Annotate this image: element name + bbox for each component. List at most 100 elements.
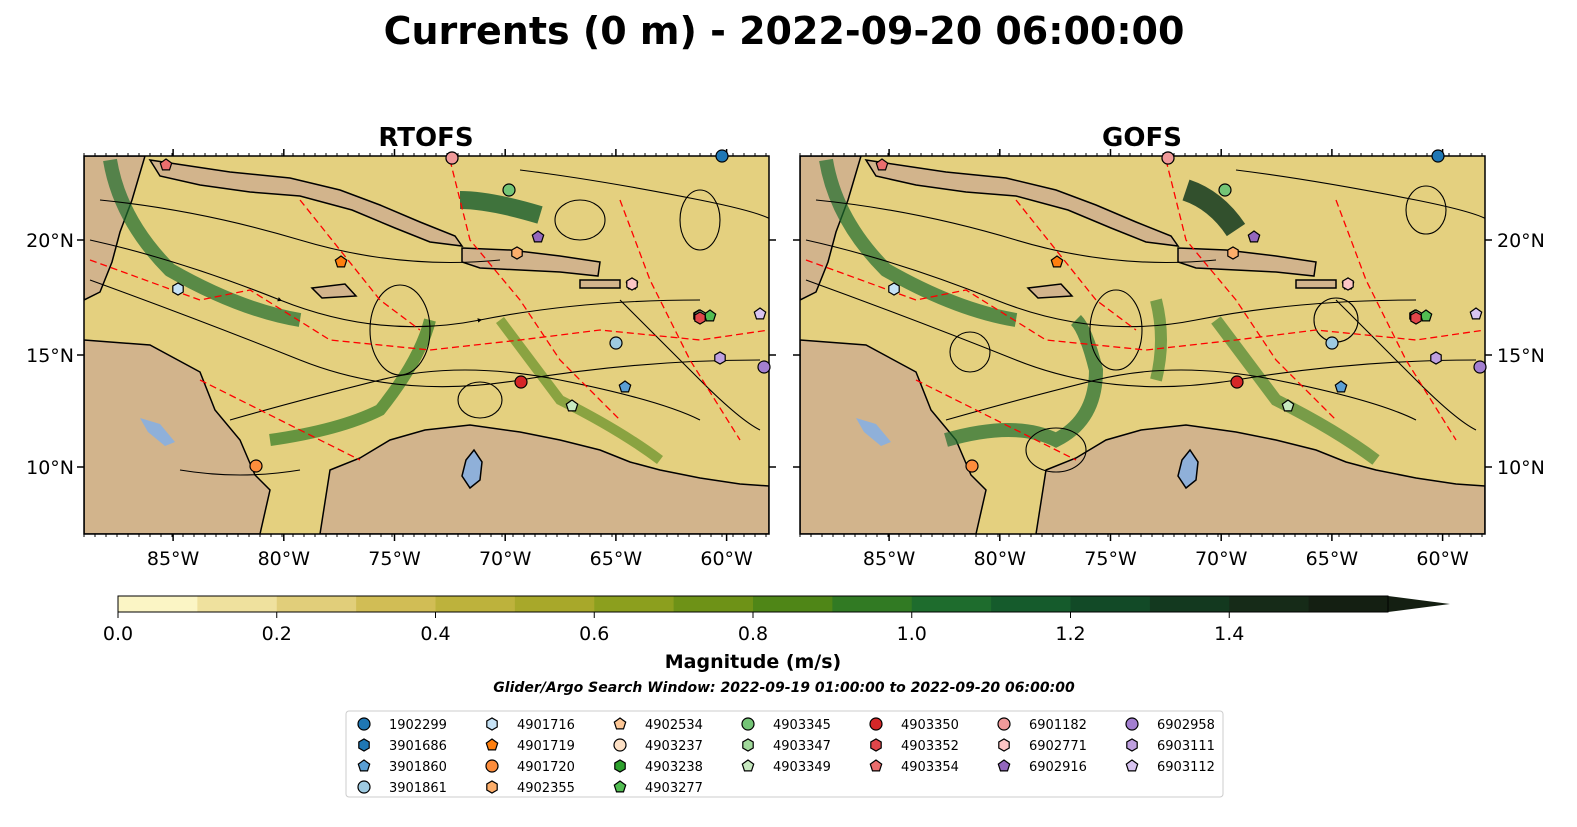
colorbar-segments	[118, 596, 1389, 612]
axes-frame	[799, 155, 1486, 535]
panel-gofs: GOFS	[793, 123, 1545, 570]
legend-label: 3901860	[389, 760, 447, 775]
colorbar-tick-label: 0.8	[738, 623, 768, 645]
colorbar-label: Magnitude (m/s)	[665, 651, 842, 673]
float-marker-6903112	[1469, 307, 1483, 320]
float-marker-6902916	[1247, 230, 1261, 243]
float-marker-1902299	[715, 149, 729, 163]
float-marker-4901716	[172, 282, 184, 296]
legend: 1902299 3901686 3901860 3901861 4901716 49017…	[357, 717, 1215, 796]
colorbar-tick-label: 0.0	[103, 623, 133, 645]
colorbar-segment	[1229, 596, 1310, 612]
legend-label: 3901861	[389, 781, 447, 796]
legend-label: 4903354	[901, 760, 959, 775]
land-cuba	[864, 159, 1180, 247]
colorbar-segment	[832, 596, 913, 612]
current-band	[1150, 298, 1167, 382]
float-marker-4901720	[965, 459, 979, 473]
colorbar-segment	[514, 596, 595, 612]
float-marker-6901182	[445, 151, 459, 165]
legend-label: 3901686	[389, 739, 447, 754]
float-marker-3901860	[618, 380, 632, 393]
colorbar-segment	[1070, 596, 1151, 612]
float-marker-4902355	[511, 246, 523, 260]
legend-marker	[1125, 759, 1139, 772]
panel-title: RTOFS	[378, 123, 473, 153]
legend-label: 6902958	[1157, 718, 1215, 733]
legend-marker	[869, 717, 883, 731]
land-south-america	[319, 424, 769, 534]
colorbar-segment	[197, 596, 278, 612]
x-tick-label: 80°W	[258, 548, 311, 570]
legend-marker	[486, 717, 498, 731]
legend-marker	[485, 759, 499, 773]
legend-label: 4902534	[645, 718, 703, 733]
float-marker-3901860	[1334, 380, 1348, 393]
colorbar-segment	[753, 596, 833, 612]
float-marker-6902916	[531, 230, 545, 243]
legend-label: 4903277	[645, 781, 703, 796]
lake-nicaragua	[140, 418, 175, 446]
eez-boundaries	[89, 159, 769, 461]
axes-frame	[83, 155, 770, 535]
float-marker-3901861	[1325, 336, 1339, 350]
float-markers	[159, 149, 771, 473]
legend-label: 4903352	[901, 739, 959, 754]
lake-maracaibo	[1177, 448, 1199, 490]
legend-marker	[1125, 717, 1139, 731]
float-marker-4901719	[334, 255, 348, 268]
legend-label: 4901719	[517, 739, 575, 754]
legend-box	[345, 710, 1224, 798]
current-band	[819, 158, 1018, 327]
float-marker-4903352	[694, 311, 706, 325]
map-gofs	[800, 156, 1485, 534]
streamlines	[89, 169, 769, 476]
axis-ticks: 85°W 80°W 75°W 70°W 65°W 60°W 20°N 15°N 10°N	[26, 149, 776, 570]
colorbar-tick-label: 1.0	[897, 623, 927, 645]
float-markers	[875, 149, 1487, 473]
legend-marker	[486, 780, 498, 794]
x-tick-label: 60°W	[700, 548, 753, 570]
current-band	[1182, 179, 1246, 237]
float-marker-1902299	[1431, 149, 1445, 163]
legend-label: 4903349	[773, 760, 831, 775]
current-band	[944, 315, 1104, 448]
legend-marker	[869, 759, 883, 772]
colorbar-segment	[673, 596, 754, 612]
colorbar-segment	[594, 596, 675, 612]
figure-title: Currents (0 m) - 2022-09-20 06:00:00	[384, 9, 1185, 53]
search-window-subtitle: Glider/Argo Search Window: 2022-09-19 01…	[493, 680, 1075, 696]
y-tick-label: 15°N	[1497, 345, 1545, 367]
legend-label: 6903111	[1157, 739, 1215, 754]
float-marker-6901182	[1161, 151, 1175, 165]
x-tick-label: 75°W	[1084, 548, 1137, 570]
float-marker-4903345	[502, 183, 516, 197]
streamlines	[805, 169, 1485, 473]
legend-marker	[613, 717, 627, 730]
colorbar-segment	[118, 596, 198, 612]
legend-marker	[613, 738, 627, 752]
colorbar-segment	[276, 596, 357, 612]
land-central-america	[800, 156, 987, 534]
lake-maracaibo	[461, 448, 483, 490]
float-marker-4902355	[1227, 246, 1239, 260]
float-marker-4903345	[1218, 183, 1232, 197]
legend-marker	[1126, 738, 1138, 752]
legend-marker	[358, 738, 370, 752]
float-marker-4903350	[514, 375, 528, 389]
legend-label: 6902916	[1029, 760, 1087, 775]
legend-marker	[742, 738, 754, 752]
x-tick-label: 65°W	[1306, 548, 1359, 570]
colorbar-tick-label: 0.4	[420, 623, 450, 645]
legend-label: 4903237	[645, 739, 703, 754]
colorbar-tick-label: 1.2	[1055, 623, 1085, 645]
legend-marker	[997, 759, 1011, 772]
colorbar-segment	[1308, 596, 1389, 612]
float-marker-4901716	[888, 282, 900, 296]
float-marker-4901720	[249, 459, 263, 473]
legend-marker	[357, 759, 371, 772]
legend-label: 4901720	[517, 760, 575, 775]
map-rtofs	[84, 156, 769, 534]
land-puerto-rico	[1295, 279, 1337, 289]
